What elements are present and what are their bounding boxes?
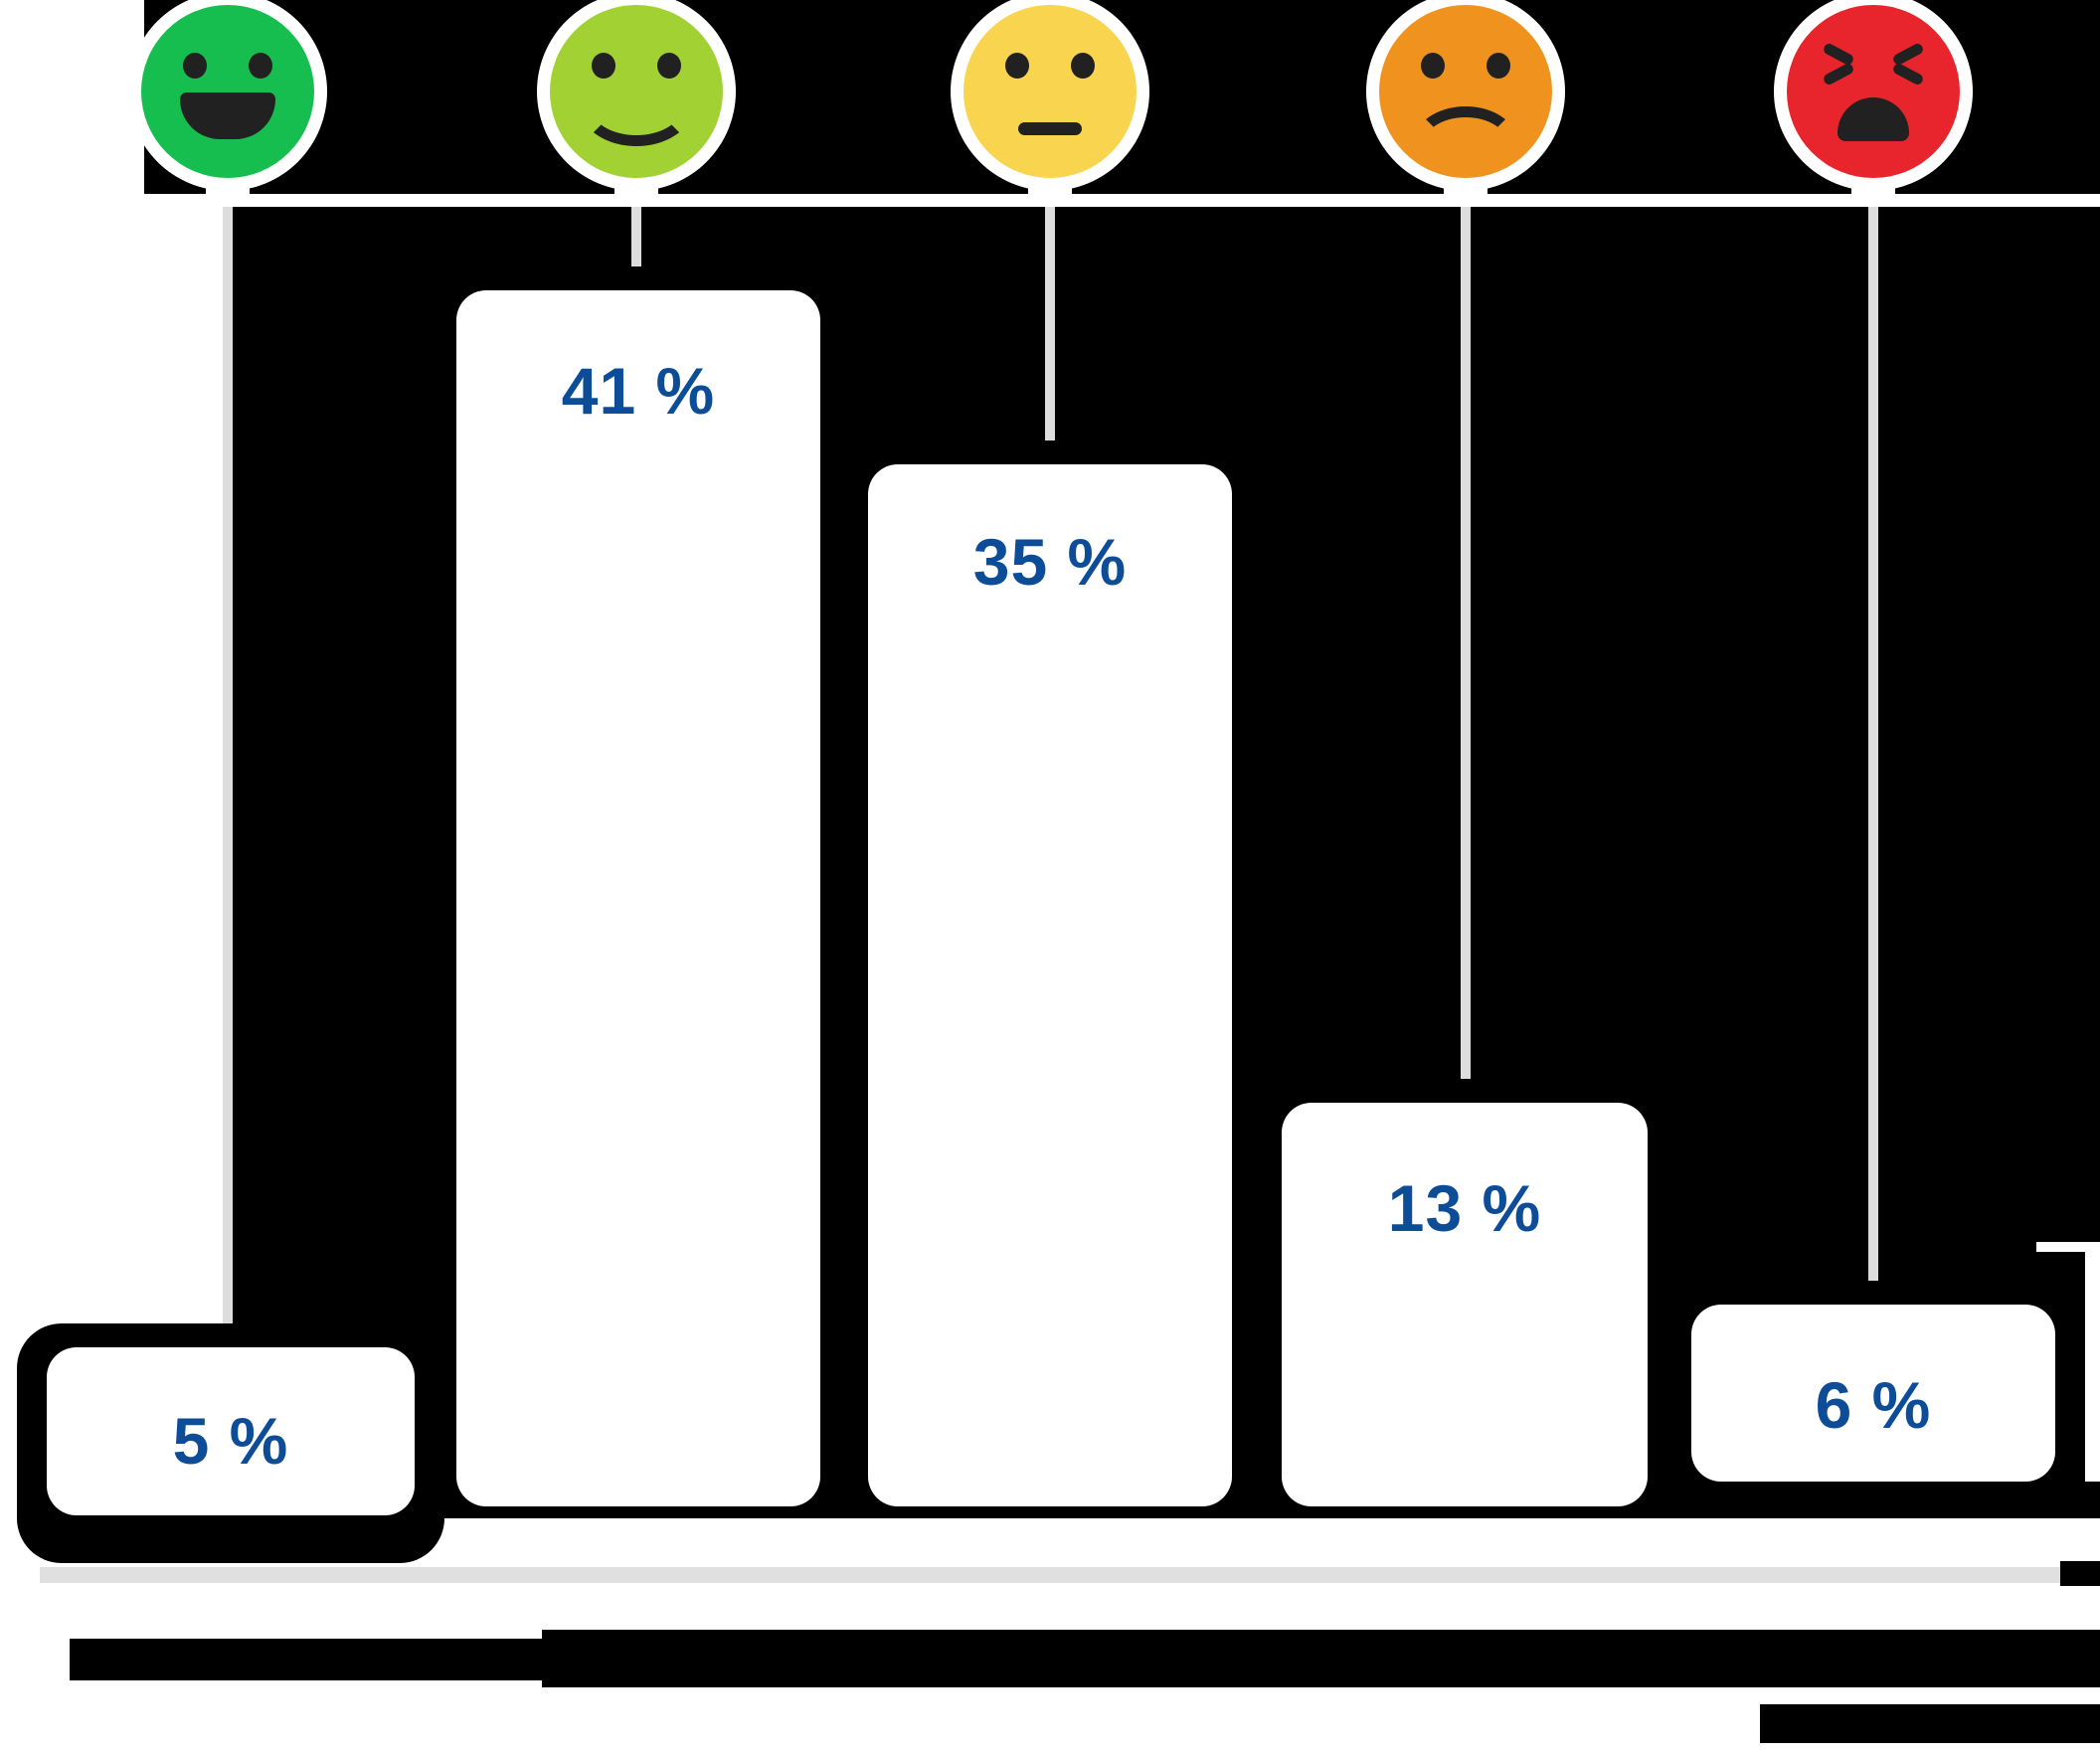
bar-value-label: 13 % bbox=[1387, 1171, 1542, 1245]
hanger-rail-line bbox=[0, 194, 2100, 207]
bar-angry-face: 6 % bbox=[1691, 1305, 2055, 1482]
connector-line-grinning-face bbox=[223, 207, 233, 1347]
emoji-mouth bbox=[1018, 122, 1082, 135]
bar-value-label: 5 % bbox=[172, 1404, 289, 1478]
emoji-eye bbox=[1071, 53, 1095, 79]
emoji-eye bbox=[1421, 53, 1445, 79]
bar-value-label: 35 % bbox=[972, 525, 1128, 599]
connector-line-smiling-face bbox=[631, 207, 641, 290]
emoji-mouth bbox=[180, 92, 275, 139]
top-left-background bbox=[0, 0, 144, 194]
emoji-mouth bbox=[1413, 106, 1518, 182]
bar-value-label: 41 % bbox=[561, 354, 716, 428]
bar-neutral-face: 35 % bbox=[868, 464, 1232, 1506]
frowning-face-icon bbox=[1379, 5, 1552, 178]
redacted-caption-block bbox=[542, 1630, 2100, 1687]
bar-smiling-face: 41 % bbox=[456, 290, 820, 1506]
emoji-mouth bbox=[1838, 97, 1909, 141]
emoji-eye bbox=[1005, 53, 1029, 79]
bar-value-label: 6 % bbox=[1815, 1368, 1932, 1442]
cropped-next-column-bar-fragment bbox=[2085, 1252, 2100, 1482]
emoji-mouth bbox=[580, 67, 693, 146]
bar-frowning-face: 13 % bbox=[1282, 1103, 1648, 1506]
emoji-eye bbox=[249, 53, 272, 79]
bar-grinning-face: 5 % bbox=[47, 1347, 415, 1515]
cropped-next-column-rail-fragment bbox=[2036, 1242, 2100, 1252]
emoji-eye bbox=[183, 53, 207, 79]
emoji-eye bbox=[1822, 62, 1855, 87]
grinning-face-icon bbox=[141, 5, 314, 178]
connector-line-frowning-face bbox=[1461, 207, 1471, 1103]
emoji-eye bbox=[1487, 53, 1510, 79]
footer-divider-line bbox=[40, 1567, 2060, 1583]
connector-line-neutral-face bbox=[1045, 207, 1055, 464]
emoji-eye bbox=[1822, 42, 1855, 67]
cropped-next-column-shadow-fragment bbox=[2060, 1561, 2100, 1586]
angry-face-icon bbox=[1787, 5, 1960, 178]
connector-line-angry-face bbox=[1868, 207, 1878, 1305]
smiling-face-icon bbox=[550, 5, 723, 178]
neutral-face-icon bbox=[963, 5, 1137, 178]
redacted-source-block bbox=[1760, 1704, 2100, 1743]
redacted-caption-block bbox=[70, 1639, 557, 1680]
emoji-eye bbox=[1891, 62, 1925, 87]
